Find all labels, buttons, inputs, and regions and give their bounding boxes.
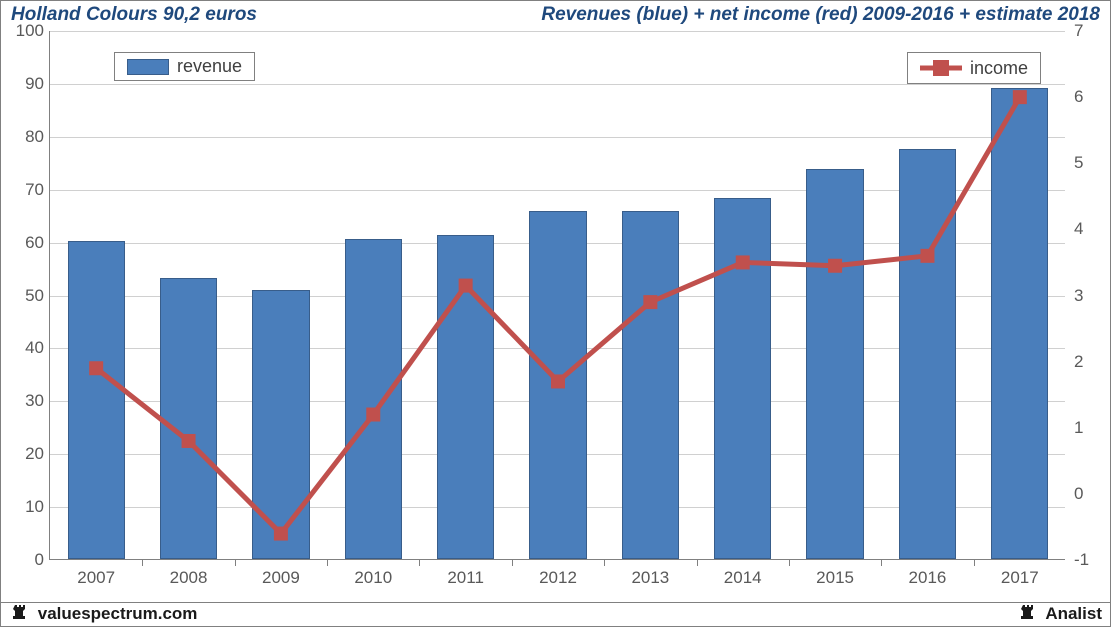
y-right-tick-label: 4	[1074, 219, 1111, 239]
x-tick-label: 2008	[170, 568, 208, 588]
income-line	[50, 31, 1066, 560]
y-left-tick-label: 50	[6, 286, 44, 306]
x-tick	[789, 560, 790, 566]
line-marker	[1013, 90, 1027, 104]
x-tick-label: 2016	[909, 568, 947, 588]
chart-title-left: Holland Colours 90,2 euros	[11, 4, 257, 26]
line-marker	[274, 527, 288, 541]
x-tick-label: 2009	[262, 568, 300, 588]
y-right-tick-label: 7	[1074, 21, 1111, 41]
y-right-tick-label: 3	[1074, 286, 1111, 306]
rook-icon	[12, 603, 30, 626]
x-tick	[235, 560, 236, 566]
footer-left: valuespectrum.com	[9, 603, 197, 626]
line-marker	[89, 361, 103, 375]
y-right-tick-label: 2	[1074, 352, 1111, 372]
y-left-tick-label: 10	[6, 497, 44, 517]
x-tick-label: 2014	[724, 568, 762, 588]
x-tick	[881, 560, 882, 566]
x-tick-label: 2010	[354, 568, 392, 588]
legend-label: revenue	[177, 56, 242, 77]
footer-left-text: valuespectrum.com	[38, 604, 198, 623]
y-right-tick-label: 6	[1074, 87, 1111, 107]
x-tick	[974, 560, 975, 566]
y-left-tick-label: 20	[6, 444, 44, 464]
chart-title-right: Revenues (blue) + net income (red) 2009-…	[541, 4, 1100, 26]
y-left-tick-label: 100	[6, 21, 44, 41]
y-left-tick-label: 40	[6, 338, 44, 358]
legend-swatch-bar	[127, 59, 169, 75]
x-tick-label: 2015	[816, 568, 854, 588]
line-marker	[920, 249, 934, 263]
rook-icon	[1020, 603, 1038, 626]
x-tick-label: 2012	[539, 568, 577, 588]
x-tick	[142, 560, 143, 566]
chart-footer: valuespectrum.com Analist	[1, 602, 1110, 626]
x-tick-label: 2017	[1001, 568, 1039, 588]
x-tick	[512, 560, 513, 566]
x-tick	[604, 560, 605, 566]
plot-area: 0102030405060708090100-10123456720072008…	[49, 31, 1065, 560]
y-right-tick-label: -1	[1074, 550, 1111, 570]
line-marker	[366, 408, 380, 422]
legend-income: income	[907, 52, 1041, 84]
y-left-tick-label: 60	[6, 233, 44, 253]
y-right-tick-label: 1	[1074, 418, 1111, 438]
x-tick-label: 2007	[77, 568, 115, 588]
y-left-tick-label: 70	[6, 180, 44, 200]
x-tick	[697, 560, 698, 566]
footer-right: Analist	[1017, 603, 1102, 626]
chart-header: Holland Colours 90,2 euros Revenues (blu…	[1, 1, 1110, 29]
line-marker	[459, 279, 473, 293]
line-marker	[643, 295, 657, 309]
y-left-tick-label: 0	[6, 550, 44, 570]
y-right-tick-label: 5	[1074, 153, 1111, 173]
line-marker	[182, 434, 196, 448]
legend-label: income	[970, 58, 1028, 79]
y-left-tick-label: 30	[6, 391, 44, 411]
y-right-tick-label: 0	[1074, 484, 1111, 504]
x-tick	[327, 560, 328, 566]
chart-container: Holland Colours 90,2 euros Revenues (blu…	[0, 0, 1111, 627]
x-tick	[419, 560, 420, 566]
legend-swatch-line	[920, 56, 962, 80]
x-tick-label: 2013	[631, 568, 669, 588]
line-marker	[551, 374, 565, 388]
line-marker	[828, 259, 842, 273]
line-marker	[736, 255, 750, 269]
y-left-tick-label: 90	[6, 74, 44, 94]
y-left-tick-label: 80	[6, 127, 44, 147]
footer-right-text: Analist	[1045, 604, 1102, 623]
legend-revenue: revenue	[114, 52, 255, 81]
x-tick-label: 2011	[447, 568, 484, 588]
